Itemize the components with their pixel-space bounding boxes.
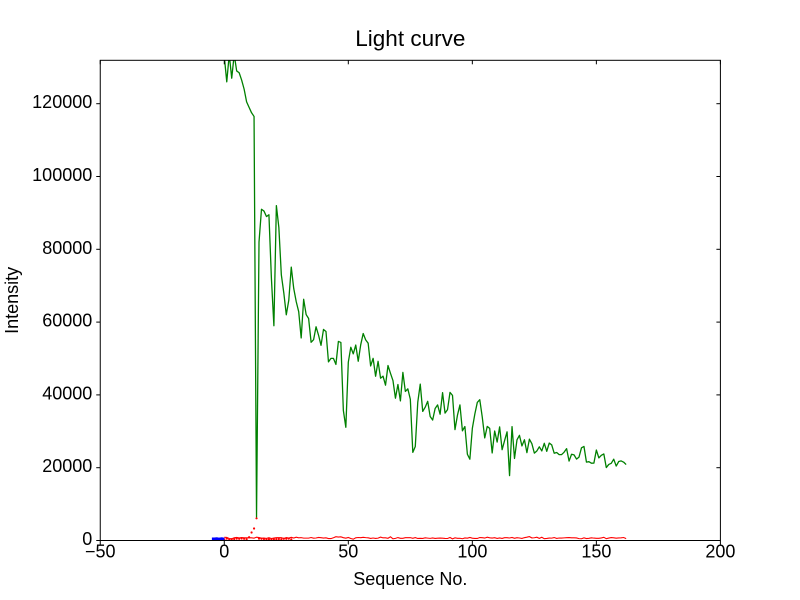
svg-text:100000: 100000 <box>32 165 92 185</box>
svg-text:40000: 40000 <box>42 383 92 403</box>
svg-text:0: 0 <box>219 542 229 562</box>
svg-text:20000: 20000 <box>42 456 92 476</box>
svg-text:100: 100 <box>457 542 487 562</box>
svg-text:60000: 60000 <box>42 311 92 331</box>
svg-text:200: 200 <box>705 542 735 562</box>
svg-text:50: 50 <box>338 542 358 562</box>
svg-text:Intensity: Intensity <box>2 267 22 334</box>
svg-text:Light curve: Light curve <box>355 26 465 51</box>
svg-text:120000: 120000 <box>32 92 92 112</box>
svg-text:Sequence No.: Sequence No. <box>353 569 467 589</box>
svg-text:0: 0 <box>82 529 92 549</box>
svg-text:150: 150 <box>581 542 611 562</box>
svg-text:80000: 80000 <box>42 238 92 258</box>
